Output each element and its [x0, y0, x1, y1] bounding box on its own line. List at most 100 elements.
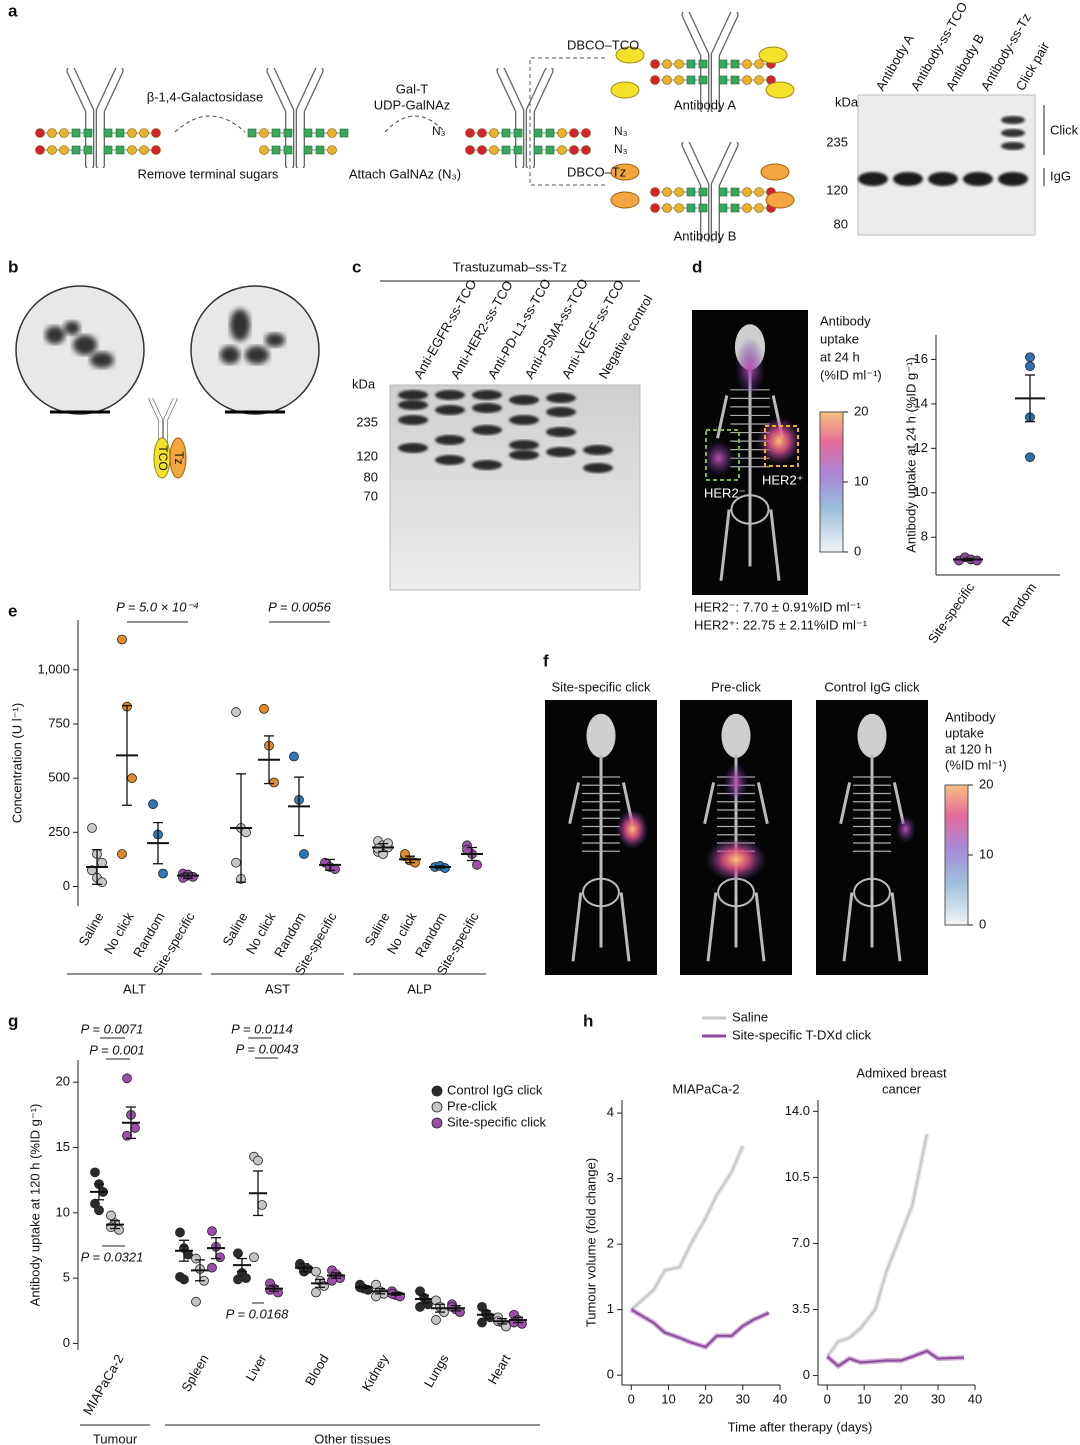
gel-band	[472, 425, 502, 435]
legend-label: Site-specific T-DXd click	[732, 1027, 872, 1042]
glycan	[477, 128, 487, 138]
gel-band	[509, 395, 539, 405]
arrow-arc	[174, 115, 246, 133]
glycan	[283, 128, 293, 138]
y-axis-label: Concentration (U l⁻¹)	[9, 703, 24, 823]
data-point	[117, 634, 127, 645]
gel-band	[435, 405, 465, 415]
glycan	[71, 128, 81, 138]
bracket	[529, 57, 605, 186]
y-tick-label: 10	[914, 484, 928, 499]
x-axis-label: Time after therapy (days)	[728, 1419, 873, 1434]
header: Trastuzumab–ss-Tz	[453, 259, 567, 274]
gel-band	[546, 407, 576, 417]
panel-label: b	[8, 257, 18, 276]
data-point	[330, 864, 340, 875]
pelvis	[853, 877, 891, 908]
y-tick-label: 14	[914, 395, 928, 410]
tco-group	[758, 46, 788, 64]
data-point	[241, 1273, 251, 1284]
glycan	[650, 59, 660, 69]
glycan	[115, 128, 125, 138]
gel-band	[546, 447, 576, 457]
glycan	[718, 203, 728, 213]
glycan	[650, 75, 660, 85]
y-tick-label: 8	[921, 529, 928, 544]
glycan	[742, 187, 752, 197]
data-point	[130, 1123, 140, 1133]
colorbar-title: (%ID ml⁻¹)	[820, 367, 882, 382]
series-band	[825, 1133, 930, 1359]
glycan	[545, 128, 555, 138]
x-tick-label: 10	[661, 1391, 675, 1406]
glycan	[513, 145, 523, 155]
region-label: HER2⁺	[762, 472, 804, 487]
series-line	[826, 1133, 928, 1358]
em-density	[45, 326, 65, 344]
tco-group	[765, 81, 795, 99]
data-point	[97, 857, 107, 868]
x-tick-label: 0	[628, 1391, 635, 1406]
colorbar-tick-label: 20	[854, 403, 868, 418]
note: HER2⁺: 22.75 ± 2.11%ID ml⁻¹	[694, 617, 868, 632]
y-tick-label: 4	[607, 1105, 614, 1120]
data-point	[299, 849, 309, 859]
tz-group	[760, 163, 790, 181]
glycan	[662, 187, 672, 197]
glycan	[650, 203, 660, 213]
glycan	[283, 145, 293, 155]
glycan	[754, 75, 764, 85]
azide: N₃	[614, 142, 628, 156]
tco-group	[615, 46, 645, 64]
skull	[586, 713, 616, 758]
uptake	[702, 440, 735, 477]
image-title: Site-specific click	[552, 679, 651, 694]
x-tick-label: Random	[999, 580, 1039, 629]
data-point	[241, 827, 251, 838]
legend-label: Saline	[732, 1009, 768, 1024]
glycan	[730, 75, 740, 85]
marker-label: 70	[364, 488, 378, 503]
glycan	[139, 145, 149, 155]
gel-band	[928, 172, 958, 186]
data-point	[90, 1167, 100, 1178]
gel-band	[509, 415, 539, 425]
glycan	[513, 128, 523, 138]
unit: kDa	[835, 94, 859, 109]
glycan	[247, 128, 257, 138]
pelvis	[582, 877, 620, 908]
legend-marker	[431, 1117, 443, 1129]
glycan	[83, 145, 93, 155]
annotation: P = 5.0 × 10⁻⁴	[116, 599, 199, 614]
gel-band	[858, 172, 888, 186]
glycan	[674, 59, 684, 69]
data-point	[972, 555, 982, 566]
glycan	[59, 145, 69, 155]
glycan	[581, 145, 591, 155]
data-point	[249, 1252, 259, 1263]
colorbar-title: at 24 h	[820, 349, 860, 364]
y-tick-label: 5	[63, 1270, 70, 1285]
enzyme: β-1,4-Galactosidase	[147, 89, 264, 104]
glycan	[754, 187, 764, 197]
y-tick-label: 15	[56, 1139, 70, 1154]
y-tick-label: 0	[607, 1367, 614, 1382]
glycan	[557, 128, 567, 138]
glycan	[698, 59, 708, 69]
y-tick-label: 1,000	[37, 661, 70, 676]
x-tick-label: 40	[968, 1391, 982, 1406]
x-tick-label: Liver	[242, 1351, 269, 1383]
uptake	[616, 809, 649, 850]
legend-label: Pre-click	[447, 1098, 497, 1113]
colorbar	[944, 784, 969, 926]
glycan	[730, 187, 740, 197]
marker-label: 80	[834, 216, 848, 231]
tco-group	[610, 81, 640, 99]
glycan	[686, 75, 696, 85]
skull	[857, 713, 887, 758]
panel-label: c	[352, 257, 361, 276]
glycan	[754, 203, 764, 213]
series-line	[826, 1349, 964, 1368]
tag: Tz	[172, 451, 186, 464]
chart-title: Admixed breast	[856, 1065, 947, 1080]
